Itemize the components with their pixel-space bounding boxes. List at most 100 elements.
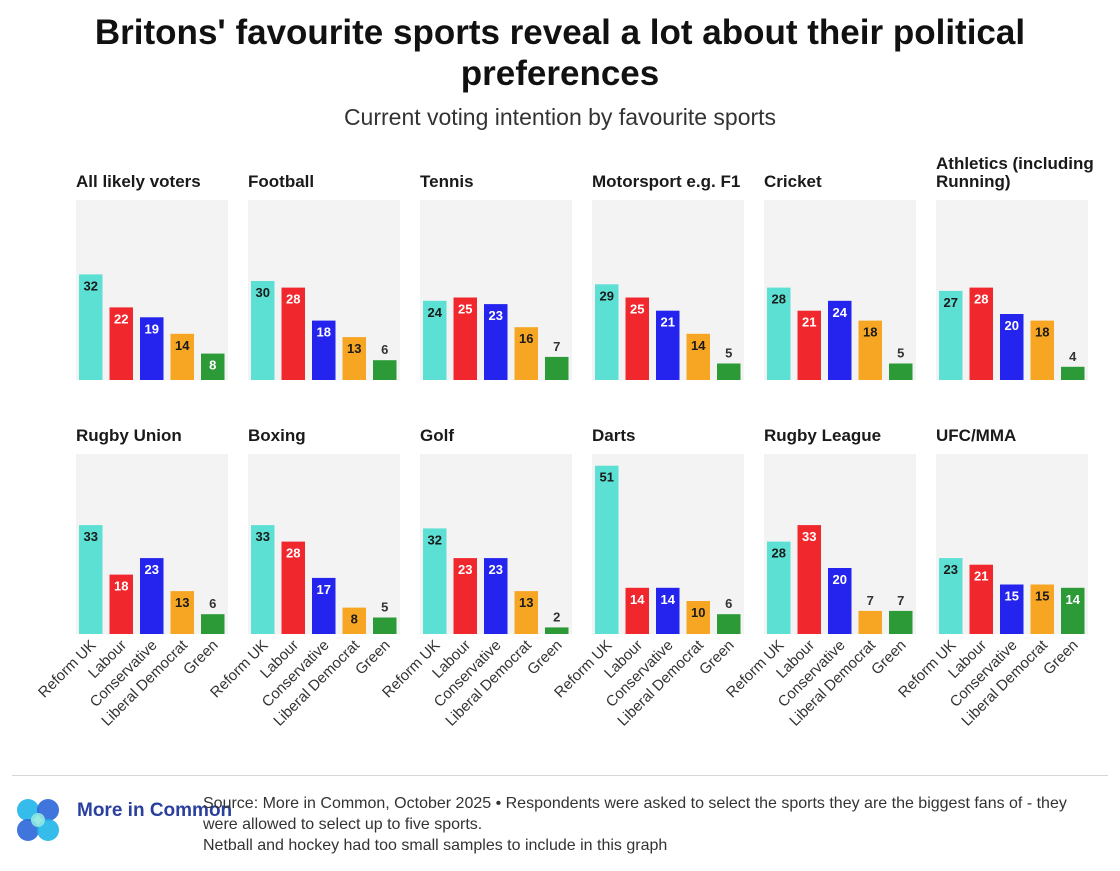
data-label: 23 <box>944 562 958 577</box>
data-label: 6 <box>381 342 388 357</box>
bar-green <box>1061 366 1085 380</box>
bar-reform-uk <box>79 274 103 380</box>
data-label: 19 <box>145 321 159 336</box>
panel-title: Rugby Union <box>76 426 182 445</box>
data-label: 28 <box>974 292 988 307</box>
panel-title: Golf <box>420 426 454 445</box>
bar-labour <box>109 574 133 634</box>
data-label: 18 <box>863 325 877 340</box>
category-tick-label: Green <box>868 637 910 679</box>
data-label: 22 <box>114 311 128 326</box>
category-tick-label: Green <box>524 637 566 679</box>
bar-conservative <box>140 558 164 634</box>
bar-labour <box>109 307 133 380</box>
data-label: 30 <box>256 285 270 300</box>
data-label: 10 <box>691 605 705 620</box>
bar-conservative <box>1000 314 1024 380</box>
bar-liberal-democrat <box>1030 584 1054 634</box>
data-label: 51 <box>600 470 614 485</box>
data-label: 28 <box>772 292 786 307</box>
bar-reform-uk <box>251 281 275 380</box>
data-label: 24 <box>428 305 443 320</box>
data-label: 28 <box>286 292 300 307</box>
panel-tennis: Tennis 24 25 23 16 7 <box>420 172 572 380</box>
data-label: 25 <box>630 302 644 317</box>
bar-liberal-democrat <box>514 327 538 380</box>
data-label: 5 <box>381 600 388 615</box>
category-tick-label: Green <box>696 637 738 679</box>
data-label: 8 <box>351 612 358 627</box>
data-label: 23 <box>489 562 503 577</box>
bar-green <box>545 627 569 634</box>
bar-labour <box>453 297 477 380</box>
data-label: 23 <box>489 308 503 323</box>
data-label: 14 <box>661 592 676 607</box>
data-label: 17 <box>317 582 331 597</box>
data-label: 20 <box>833 572 847 587</box>
panel-title: Athletics (including Running) <box>936 154 1094 191</box>
data-label: 20 <box>1005 318 1019 333</box>
data-label: 27 <box>944 295 958 310</box>
bar-conservative <box>656 587 680 634</box>
bar-green <box>1061 587 1085 634</box>
bar-reform-uk <box>79 525 103 634</box>
data-label: 24 <box>833 305 848 320</box>
bar-green <box>201 353 225 380</box>
data-label: 7 <box>553 339 560 354</box>
data-label: 4 <box>1069 349 1077 364</box>
panel-title: All likely voters <box>76 172 201 191</box>
bar-labour <box>797 525 821 634</box>
bar-liberal-democrat <box>170 333 194 380</box>
data-label: 14 <box>630 592 645 607</box>
panel-title: Darts <box>592 426 635 445</box>
data-label: 8 <box>209 358 216 373</box>
data-label: 28 <box>286 546 300 561</box>
bar-conservative <box>828 568 852 634</box>
bar-conservative <box>312 320 336 380</box>
data-label: 2 <box>553 609 560 624</box>
data-label: 15 <box>1005 589 1019 604</box>
data-label: 13 <box>175 595 189 610</box>
bar-conservative <box>312 577 336 634</box>
bar-reform-uk <box>423 300 447 380</box>
category-tick-label: Green <box>1040 637 1082 679</box>
bar-liberal-democrat <box>342 337 366 380</box>
source-text: Source: More in Common, October 2025 • R… <box>203 795 1067 833</box>
data-label: 21 <box>974 569 988 584</box>
data-label: 5 <box>725 346 732 361</box>
bar-liberal-democrat <box>1030 320 1054 380</box>
more-in-common-logo <box>17 799 59 841</box>
bar-reform-uk <box>423 528 447 634</box>
data-label: 6 <box>725 596 732 611</box>
bar-green <box>201 614 225 634</box>
data-label: 18 <box>114 579 128 594</box>
source-note: Source: More in Common, October 2025 • R… <box>203 793 1103 856</box>
bar-liberal-democrat <box>342 607 366 634</box>
data-label: 32 <box>428 532 442 547</box>
panel-title: Rugby League <box>764 426 881 445</box>
panel-title: Cricket <box>764 172 822 191</box>
category-tick-label: Green <box>352 637 394 679</box>
panel-title: Tennis <box>420 172 474 191</box>
panel-athletics-including-running: Athletics (including Running) 27 28 20 18 4 <box>936 154 1094 380</box>
bar-conservative <box>656 310 680 380</box>
data-label: 6 <box>209 596 216 611</box>
panel-title: Boxing <box>248 426 306 445</box>
bar-labour <box>281 541 305 634</box>
sample-note: Netball and hockey had too small samples… <box>203 837 668 854</box>
bar-reform-uk <box>767 287 791 380</box>
bar-labour <box>625 297 649 380</box>
bar-green <box>373 617 397 634</box>
data-label: 14 <box>175 338 190 353</box>
data-label: 18 <box>1035 325 1049 340</box>
bar-conservative <box>484 304 508 380</box>
bar-liberal-democrat <box>686 601 710 634</box>
bar-reform-uk <box>595 284 619 380</box>
data-label: 14 <box>1066 592 1081 607</box>
data-label: 7 <box>897 593 904 608</box>
